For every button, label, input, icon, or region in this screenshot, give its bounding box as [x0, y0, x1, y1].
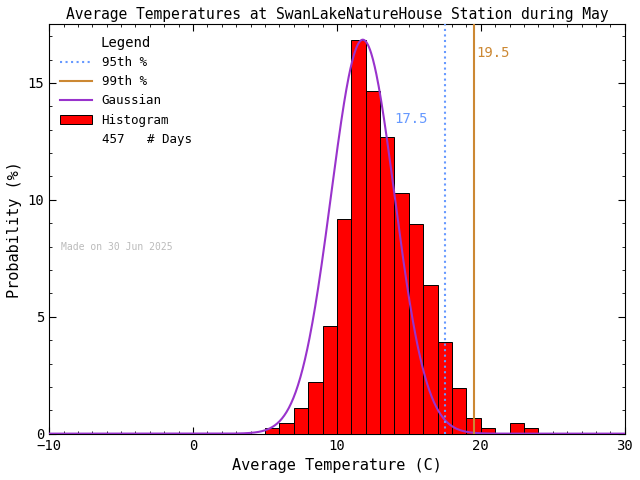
Bar: [524, 429, 538, 433]
Legend: 95th %, 99th %, Gaussian, Histogram, 457   # Days: 95th %, 99th %, Gaussian, Histogram, 457…: [56, 31, 196, 151]
Bar: [481, 429, 495, 433]
Y-axis label: Probability (%): Probability (%): [7, 161, 22, 298]
Bar: [337, 219, 351, 433]
Bar: [423, 286, 438, 433]
Bar: [438, 342, 452, 433]
Bar: [279, 423, 294, 433]
Title: Average Temperatures at SwanLakeNatureHouse Station during May: Average Temperatures at SwanLakeNatureHo…: [66, 7, 608, 22]
Bar: [365, 91, 380, 433]
Text: 19.5: 19.5: [476, 46, 510, 60]
Bar: [509, 423, 524, 433]
Bar: [294, 408, 308, 433]
Bar: [351, 40, 365, 433]
Bar: [380, 137, 394, 433]
Bar: [308, 383, 323, 433]
Bar: [265, 429, 279, 433]
Bar: [394, 193, 409, 433]
X-axis label: Average Temperature (C): Average Temperature (C): [232, 458, 442, 473]
Text: Made on 30 Jun 2025: Made on 30 Jun 2025: [61, 241, 172, 252]
Bar: [409, 224, 423, 433]
Bar: [323, 326, 337, 433]
Text: 17.5: 17.5: [394, 112, 428, 126]
Bar: [467, 418, 481, 433]
Bar: [452, 387, 467, 433]
